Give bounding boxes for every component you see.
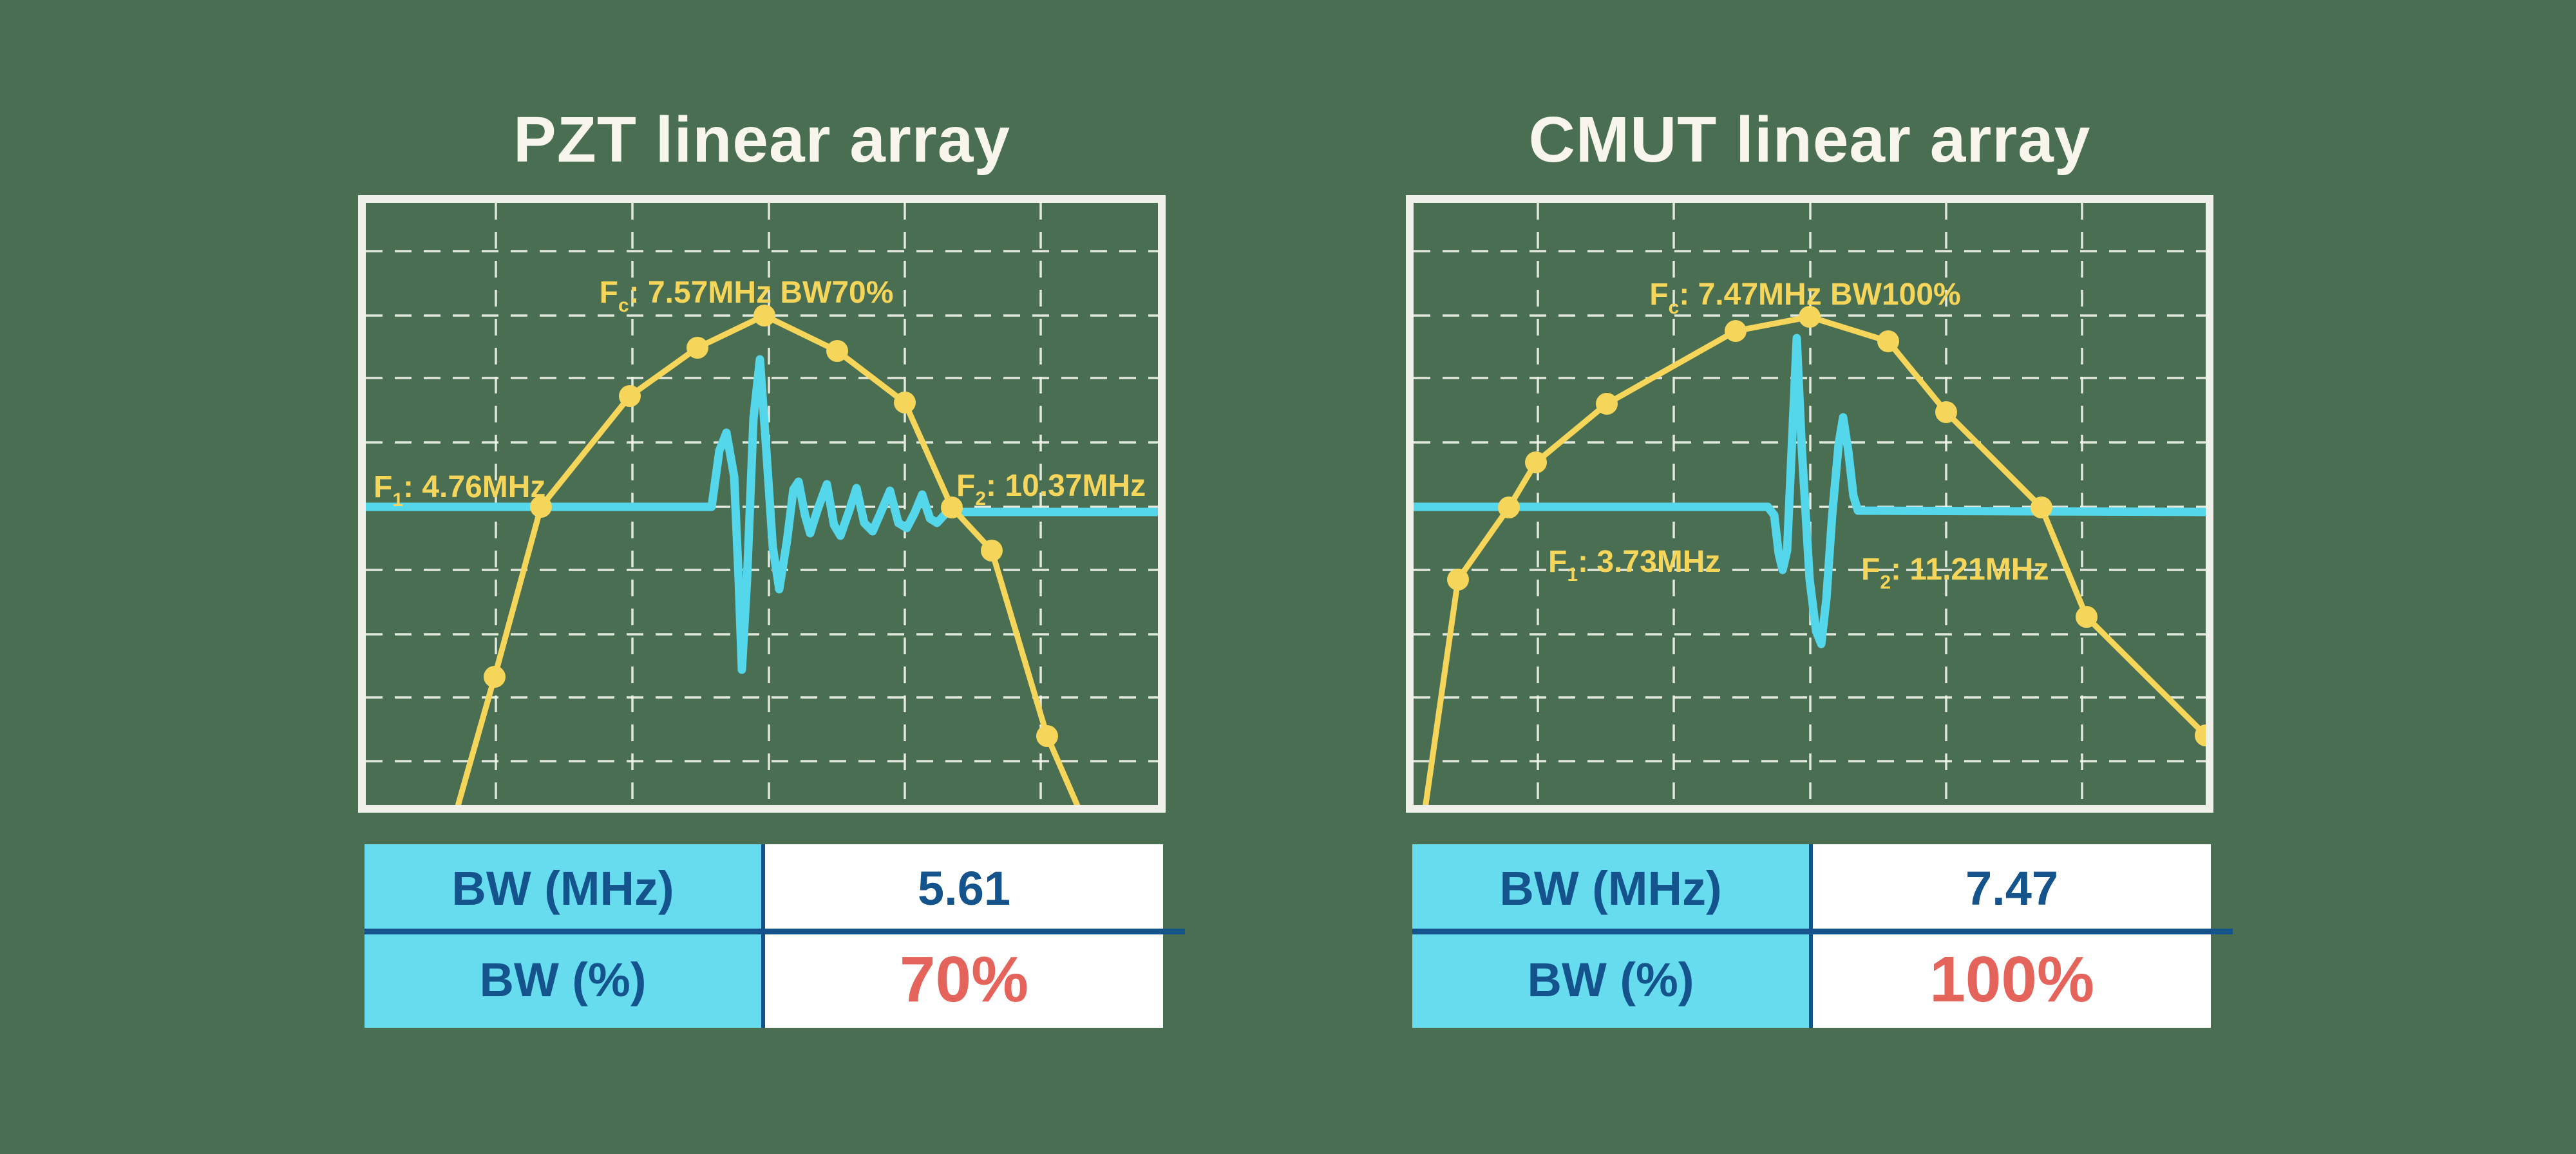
pzt-panel: PZT linear array Fc: 7.57MHz BW70% F1: 4.…	[358, 0, 1185, 1154]
data-point-marker	[530, 496, 552, 518]
data-point-marker	[1447, 569, 1469, 591]
f1-annotation: F1: 3.73MHz	[1548, 545, 1720, 585]
data-point-marker	[484, 666, 506, 688]
table-row: BW (%) 70%	[365, 932, 1163, 1028]
table-divider-line	[365, 929, 1185, 934]
data-point-marker	[2195, 724, 2206, 746]
data-point-marker	[753, 305, 775, 326]
cmut-bandwidth-table: BW (MHz) 7.47 BW (%) 100%	[1412, 844, 2233, 1028]
data-point-marker	[2031, 497, 2052, 518]
table-divider-line	[1412, 929, 2233, 934]
data-point-marker	[1525, 451, 1547, 473]
data-point-marker	[1935, 401, 1957, 423]
cell-bw-percent-value: 100%	[1809, 932, 2211, 1028]
cell-bw-mhz-value: 5.61	[761, 844, 1163, 932]
cmut-spectrum-chart: Fc: 7.47MHz BW100% F1: 3.73MHz F2: 11.21MH…	[1414, 203, 2206, 805]
data-point-marker	[1498, 497, 1520, 518]
data-point-marker	[894, 392, 916, 413]
cmut-panel: CMUT linear array Fc: 7.47MHz BW100% F1: …	[1406, 0, 2233, 1154]
row-header-bw-mhz: BW (MHz)	[365, 844, 761, 932]
row-header-bw-percent: BW (%)	[1412, 932, 1809, 1028]
data-point-marker	[1036, 725, 1058, 747]
row-header-bw-percent: BW (%)	[365, 932, 761, 1028]
cmut-plot-frame: Fc: 7.47MHz BW100% F1: 3.73MHz F2: 11.21MH…	[1406, 195, 2213, 813]
data-point-marker	[826, 340, 848, 362]
fc-annotation: Fc: 7.57MHz BW70%	[600, 276, 894, 316]
cell-bw-mhz-value: 7.47	[1809, 844, 2211, 932]
data-point-marker	[1799, 306, 1821, 328]
pzt-plot-frame: Fc: 7.57MHz BW70% F1: 4.76MHz F2: 10.37MHz	[358, 195, 1166, 813]
data-point-marker	[619, 385, 641, 407]
pulse-waveform	[366, 355, 1158, 674]
data-point-marker	[1725, 320, 1747, 342]
data-point-marker	[687, 337, 708, 359]
table-row: BW (%) 100%	[1412, 932, 2211, 1028]
f2-annotation: F2: 10.37MHz	[956, 469, 1146, 509]
spectrum-curve	[1423, 314, 2206, 805]
spectrum-curve	[455, 312, 1081, 805]
row-header-bw-mhz: BW (MHz)	[1412, 844, 1809, 932]
fc-annotation: Fc: 7.47MHz BW100%	[1649, 278, 1960, 318]
pzt-spectrum-chart: Fc: 7.57MHz BW70% F1: 4.76MHz F2: 10.37MHz	[366, 203, 1158, 805]
data-point-marker	[981, 540, 1003, 562]
cmut-title: CMUT linear array	[1528, 104, 2091, 176]
f2-annotation: F2: 11.21MHz	[1861, 553, 2049, 593]
data-point-marker	[1596, 393, 1618, 415]
data-point-marker	[941, 497, 963, 518]
f1-annotation: F1: 4.76MHz	[374, 470, 545, 511]
data-point-marker	[2076, 606, 2098, 628]
pzt-title: PZT linear array	[513, 104, 1010, 176]
pzt-bandwidth-table: BW (MHz) 5.61 BW (%) 70%	[365, 844, 1185, 1028]
cell-bw-percent-value: 70%	[761, 932, 1163, 1028]
data-point-marker	[1877, 330, 1899, 352]
table-row: BW (MHz) 5.61	[365, 844, 1163, 932]
table-row: BW (MHz) 7.47	[1412, 844, 2211, 932]
pulse-waveform	[1414, 334, 2206, 648]
